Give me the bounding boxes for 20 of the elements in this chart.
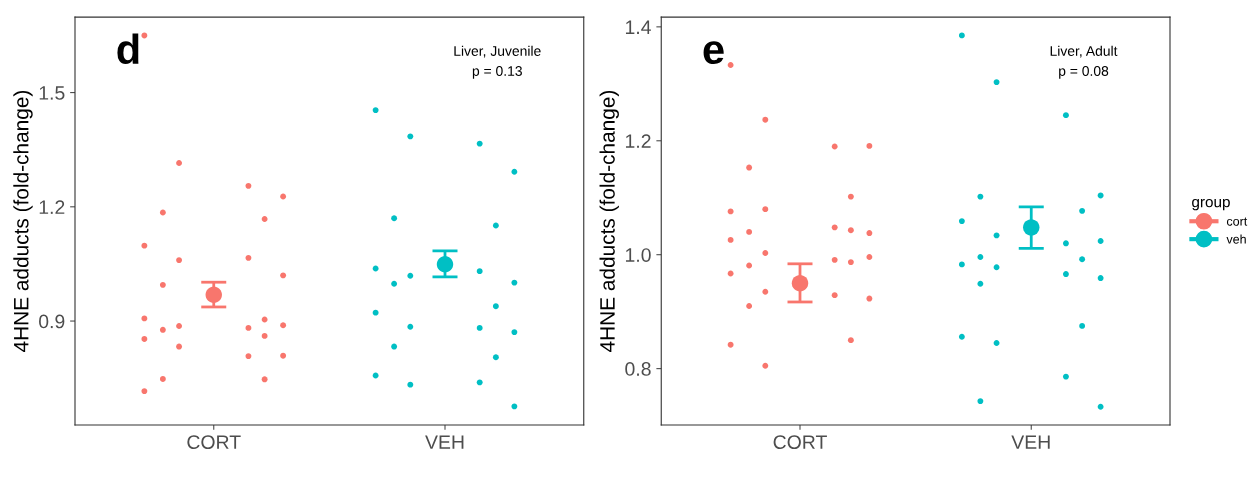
x-tick-label: VEH (1011, 435, 1050, 449)
y-axis-title: 4HNE adducts (fold-change) (13, 90, 33, 353)
annotation: Liver, Adult p = 0.08 (1050, 45, 1118, 79)
annotation: e (703, 41, 724, 65)
y-axis-title: 4HNE adducts (fold-change) (599, 90, 619, 353)
x-tick-label: CORT (773, 435, 827, 450)
legend-label: cort (1226, 217, 1248, 226)
annotation: d (117, 33, 139, 65)
y-tick-label: 1.0 (625, 248, 651, 262)
y-tick-label: 0.8 (625, 362, 651, 376)
legend-label: veh (1226, 234, 1246, 244)
y-tick-label: 1.4 (625, 20, 651, 34)
y-tick-label: 0.9 (39, 314, 65, 329)
y-tick-label: 1.2 (625, 134, 651, 148)
y-tick-label: 1.2 (39, 200, 65, 214)
y-tick-label: 1.5 (39, 86, 65, 100)
x-tick-label: VEH (425, 435, 464, 449)
legend-title: group (1192, 198, 1230, 211)
annotation: Liver, Juvenile p = 0.13 (454, 45, 541, 79)
x-tick-label: CORT (187, 435, 241, 450)
